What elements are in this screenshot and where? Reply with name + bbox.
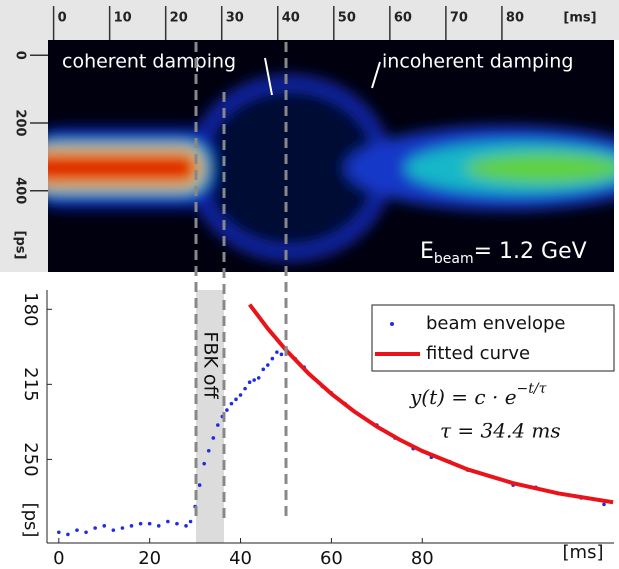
beam-image	[48, 75, 614, 261]
data-point	[229, 401, 234, 406]
data-point	[211, 436, 216, 440]
energy-value: = 1.2 GeV	[474, 239, 587, 264]
x-tick-label: 0	[58, 11, 67, 26]
data-point	[138, 521, 143, 526]
legend-label: beam envelope	[426, 313, 566, 334]
y-axis-label: [ps]	[20, 503, 41, 538]
formula: y(t) = c · e−t/τ	[409, 381, 547, 409]
data-point	[243, 386, 247, 391]
legend-label: fitted curve	[426, 343, 530, 364]
data-point	[256, 376, 261, 380]
y-tick-label: 250	[20, 442, 41, 476]
y-axis-label: [ps]	[13, 231, 28, 260]
data-point	[102, 524, 107, 528]
formula-exponent: −t/τ	[517, 381, 547, 397]
data-point	[188, 519, 193, 524]
x-tick-label: 30	[226, 11, 244, 26]
data-point	[197, 483, 202, 487]
data-point	[57, 530, 61, 535]
data-point	[84, 530, 88, 535]
annotation-pointer	[371, 61, 381, 89]
data-point	[93, 526, 97, 530]
data-point	[261, 367, 266, 372]
data-point	[66, 532, 70, 537]
x-ruler	[0, 0, 619, 40]
data-point	[202, 461, 206, 466]
formula-base: y(t) = c · e	[409, 385, 517, 409]
data-point	[184, 524, 188, 528]
y-tick-label: 0	[13, 51, 28, 60]
envelope-plot: FBK off 0 20 40 60 80 [ms] 180 215 250 [ps]	[20, 290, 614, 569]
x-axis-label: [ms]	[563, 11, 596, 26]
data-point	[129, 524, 134, 528]
annotation: incoherent damping	[382, 51, 573, 73]
data-point	[206, 449, 211, 453]
x-tick-label: 40	[229, 548, 252, 569]
data-point	[266, 363, 270, 367]
x-tick-label: 60	[394, 11, 412, 26]
x-tick-label: 0	[53, 548, 64, 569]
data-point	[234, 397, 238, 402]
data-point	[156, 524, 161, 528]
data-point	[602, 502, 606, 507]
x-tick-label: 20	[138, 548, 161, 569]
x-tick-label: 40	[282, 11, 300, 26]
y-tick-label: 215	[20, 367, 41, 401]
data-point	[216, 423, 220, 427]
x-tick-label: 70	[450, 11, 468, 26]
tau-label: τ = 34.4 ms	[440, 419, 561, 443]
annotation: coherent damping	[62, 51, 236, 73]
data-point	[75, 528, 79, 532]
energy-symbol: E	[420, 239, 434, 264]
legend-box	[371, 304, 615, 372]
y-tick-label: 200	[13, 109, 28, 136]
data-point	[238, 393, 243, 397]
fbk-off-region	[196, 290, 224, 543]
data-point	[225, 408, 229, 412]
x-tick-label: 80	[506, 11, 524, 26]
y-tick-label: 180	[20, 292, 41, 326]
x-tick-label: 10	[114, 11, 132, 26]
data-point	[275, 350, 279, 354]
annotation-pointer	[264, 57, 273, 96]
y-tick-label: 400	[13, 177, 28, 204]
x-tick-label: 20	[170, 11, 188, 26]
x-tick-label: 50	[338, 11, 356, 26]
energy-subscript: beam	[434, 251, 474, 267]
legend: beam envelope fitted curve	[371, 304, 615, 372]
event-markers	[194, 42, 288, 520]
x-tick-label: 80	[411, 548, 434, 569]
data-point	[270, 356, 275, 361]
data-point	[147, 521, 152, 526]
shade-label: FBK off	[200, 331, 222, 399]
y-ruler	[0, 40, 48, 272]
x-tick-label: 60	[320, 548, 343, 569]
x-axis-label: [ms]	[563, 542, 604, 563]
energy-label: Ebeam= 1.2 GeV	[420, 239, 587, 267]
data-point	[166, 519, 170, 524]
legend-marker	[390, 322, 394, 326]
data-point	[111, 528, 116, 532]
data-point	[252, 378, 256, 382]
data-point	[247, 380, 252, 384]
data-point	[279, 352, 284, 357]
data-point	[175, 521, 179, 526]
data-point	[120, 526, 125, 530]
